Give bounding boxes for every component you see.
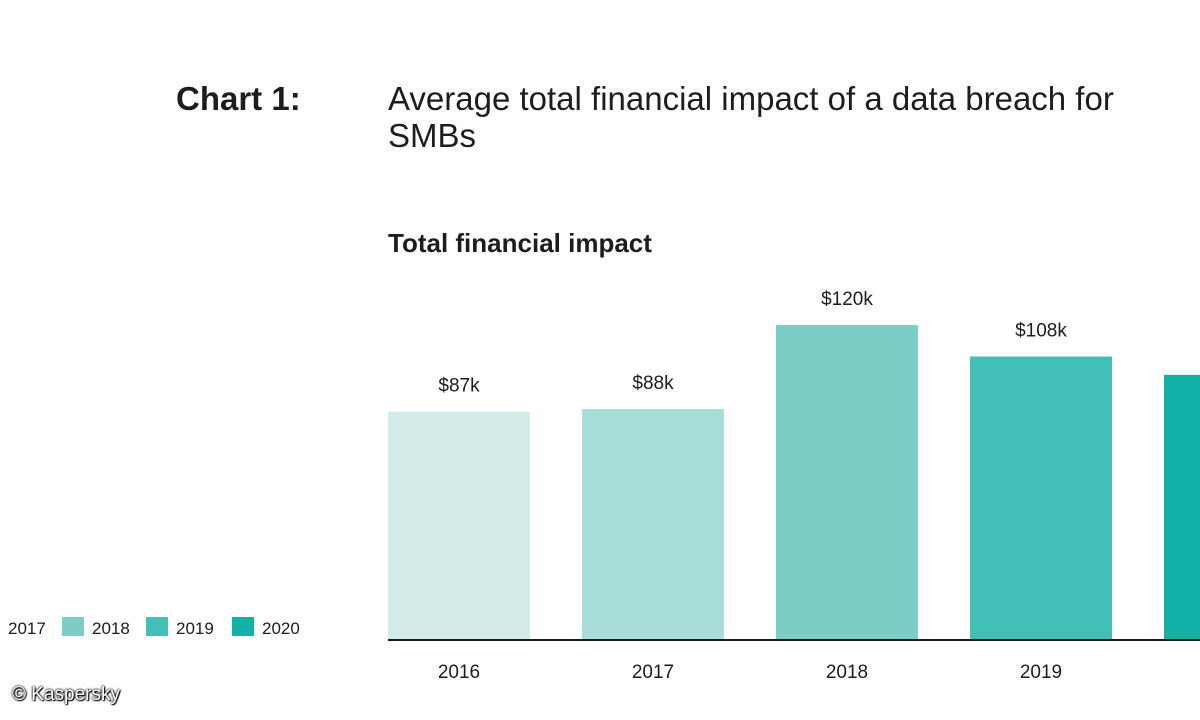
bar-2018 xyxy=(776,325,918,640)
legend-label-2017: 2017 xyxy=(8,619,46,638)
legend-label-2019: 2019 xyxy=(176,619,214,638)
legend-swatch-2020 xyxy=(232,617,254,636)
bar-value-label-2016: $87k xyxy=(438,376,480,397)
legend-swatch-2018 xyxy=(62,617,84,636)
bar-2017 xyxy=(582,409,724,640)
bar-2020 xyxy=(1164,374,1200,640)
legend-label-2018: 2018 xyxy=(92,619,130,638)
bar-value-label-2019: $108k xyxy=(1015,321,1067,342)
bar-2016 xyxy=(388,411,530,640)
bar-value-label-2017: $88k xyxy=(632,373,674,394)
legend-label-2020: 2020 xyxy=(262,619,300,638)
copyright-watermark: © Kaspersky xyxy=(12,684,120,705)
chart-title: Average total financial impact of a data… xyxy=(388,80,1114,154)
x-tick-label-2017: 2017 xyxy=(632,662,674,683)
x-tick-label-2016: 2016 xyxy=(438,662,480,683)
chart-subtitle: Total financial impact xyxy=(388,228,652,258)
x-tick-label-2018: 2018 xyxy=(826,662,868,683)
chart-number-label: Chart 1: xyxy=(176,80,301,117)
bar-value-label-2018: $120k xyxy=(821,289,873,310)
bar-2019 xyxy=(970,356,1112,640)
legend-swatch-2019 xyxy=(146,617,168,636)
x-tick-label-2019: 2019 xyxy=(1020,662,1062,683)
